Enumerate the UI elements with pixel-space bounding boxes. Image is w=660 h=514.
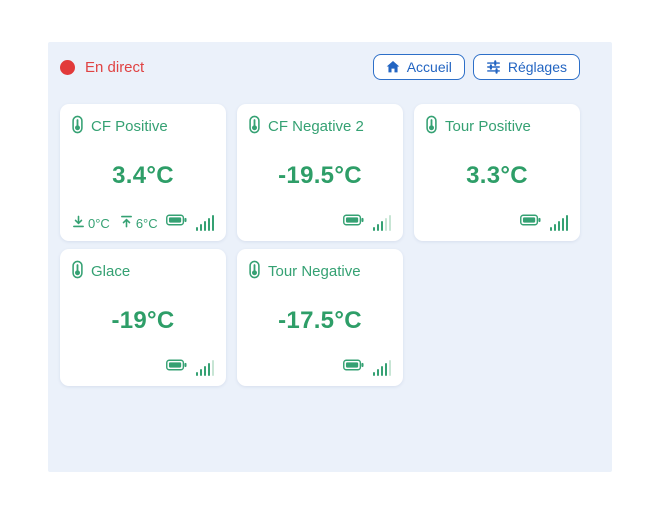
live-status: En direct — [60, 59, 144, 76]
card-header: CF Positive — [72, 115, 214, 138]
temperature-value: -19.5°C — [278, 162, 362, 189]
sensor-card[interactable]: Tour Positive 3.3°C — [414, 104, 580, 241]
minmax-group: 0°C 6°C — [72, 215, 158, 231]
home-icon — [386, 60, 400, 74]
card-footer — [249, 359, 391, 376]
min-limit-value: 0°C — [88, 215, 110, 231]
status-icons — [165, 358, 214, 376]
top-bar: En direct Accueil — [60, 54, 580, 80]
card-header: Tour Negative — [249, 260, 391, 283]
sensor-card[interactable]: CF Positive 3.4°C 0°C — [60, 104, 226, 241]
max-limit-value: 6°C — [135, 215, 158, 231]
signal-bars-icon — [549, 215, 568, 231]
card-title: Tour Negative — [268, 263, 361, 280]
card-footer — [72, 359, 214, 376]
home-button[interactable]: Accueil — [372, 54, 465, 80]
status-icons — [519, 213, 568, 231]
settings-button[interactable]: Réglages — [472, 54, 580, 80]
status-icons — [165, 213, 214, 231]
max-limit: 6°C — [120, 215, 158, 231]
signal-bars-icon — [372, 215, 391, 231]
temperature-value: 3.3°C — [466, 162, 528, 189]
nav-buttons: Accueil Réglages — [372, 54, 580, 80]
min-limit: 0°C — [72, 215, 110, 231]
temperature-value: -19°C — [111, 307, 175, 334]
thermometer-icon — [249, 260, 260, 283]
thermometer-icon — [72, 260, 83, 283]
dashboard-panel: En direct Accueil — [48, 42, 612, 472]
card-header: CF Negative 2 — [249, 115, 391, 138]
cards-grid: CF Positive 3.4°C 0°C — [60, 104, 580, 386]
card-footer: 0°C 6°C — [72, 214, 214, 231]
signal-bars-icon — [195, 215, 214, 231]
battery-icon — [165, 213, 187, 231]
arrow-up-to-line-icon — [120, 215, 133, 231]
signal-bars-icon — [195, 360, 214, 376]
status-icons — [342, 213, 391, 231]
temperature-value: 3.4°C — [112, 162, 174, 189]
battery-icon — [519, 213, 541, 231]
live-dot-icon — [60, 59, 75, 75]
thermometer-icon — [72, 115, 83, 138]
signal-bars-icon — [372, 360, 391, 376]
live-status-label: En direct — [85, 58, 145, 76]
status-icons — [342, 358, 391, 376]
sensor-card[interactable]: Tour Negative -17.5°C — [237, 249, 403, 386]
battery-icon — [342, 213, 364, 231]
thermometer-icon — [249, 115, 260, 138]
card-title: Tour Positive — [445, 118, 531, 135]
sliders-icon — [486, 60, 501, 74]
sensor-card[interactable]: CF Negative 2 -19.5°C — [237, 104, 403, 241]
temperature-value: -17.5°C — [278, 307, 362, 334]
card-footer — [249, 214, 391, 231]
card-header: Tour Positive — [426, 115, 568, 138]
settings-button-label: Réglages — [507, 59, 567, 75]
battery-icon — [342, 358, 364, 376]
battery-icon — [165, 358, 187, 376]
thermometer-icon — [426, 115, 437, 138]
sensor-card[interactable]: Glace -19°C — [60, 249, 226, 386]
card-title: CF Positive — [91, 118, 168, 135]
card-title: Glace — [91, 263, 131, 280]
card-header: Glace — [72, 260, 214, 283]
card-footer — [426, 214, 568, 231]
home-button-label: Accueil — [406, 59, 452, 75]
card-title: CF Negative 2 — [268, 118, 364, 135]
arrow-down-to-line-icon — [72, 215, 85, 231]
